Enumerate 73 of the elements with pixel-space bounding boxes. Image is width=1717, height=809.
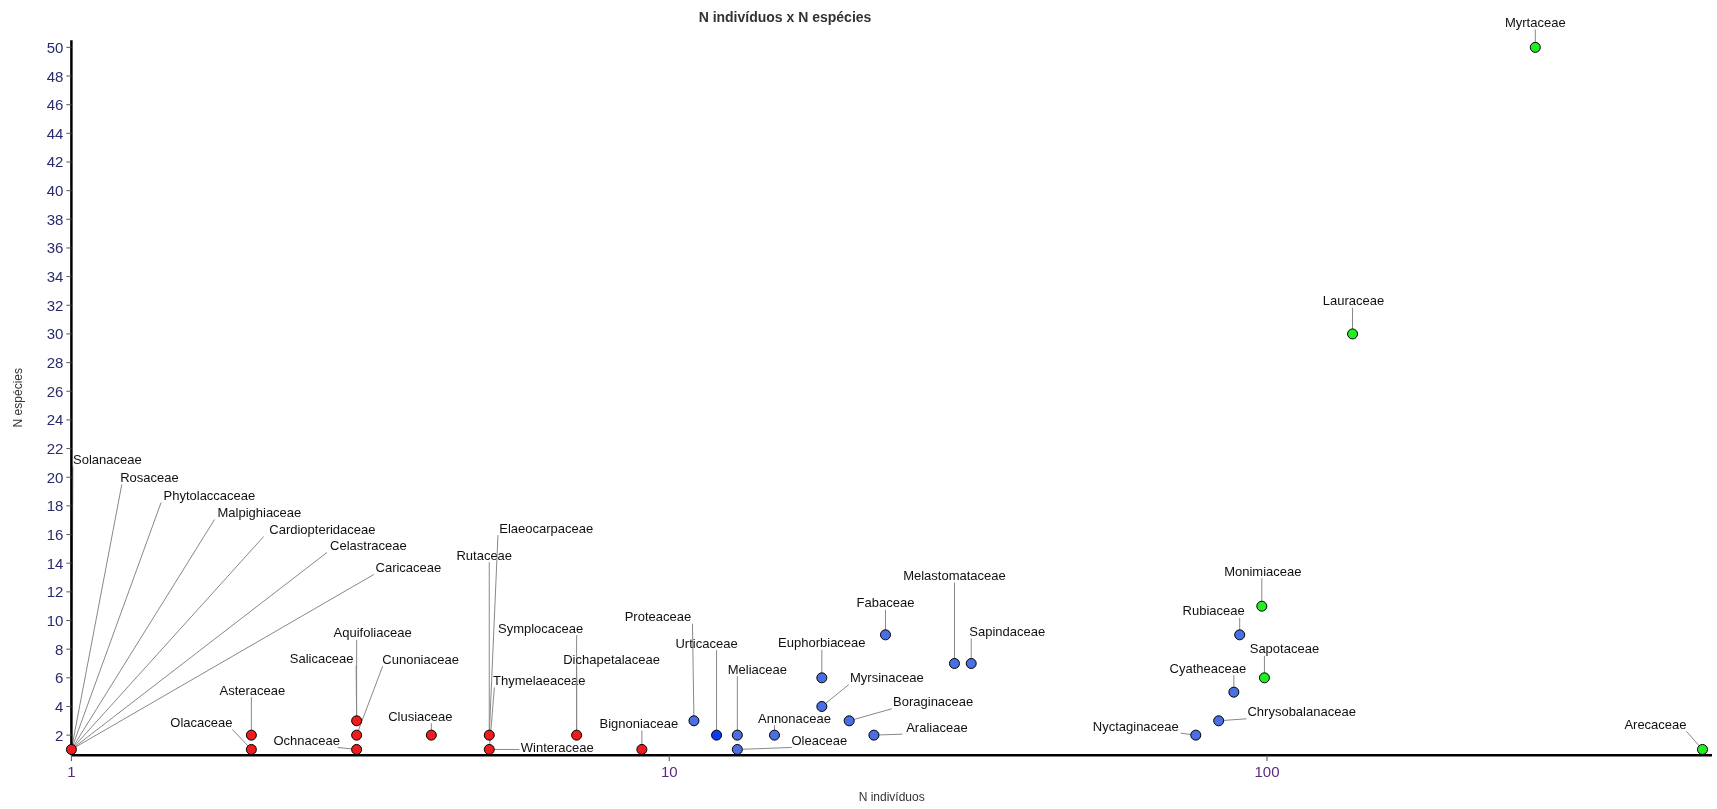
y-tick-label: 34 [46,268,64,286]
chart-title: N indivíduos x N espécies [698,9,872,25]
y-tick-label: 22 [46,440,64,458]
annotation: Araliaceae [906,719,968,735]
y-tick-label: 14 [46,554,64,572]
annotation: Olacaceae [170,714,233,730]
annotation: Myrtaceae [1504,14,1566,30]
y-tick-label: 24 [46,411,64,429]
y-tick-label: 10 [46,612,64,630]
y-tick-label: 12 [46,583,64,601]
annotation: Lauraceae [1322,293,1385,309]
y-tick-label: 42 [46,153,64,171]
annotation: Rubiaceae [1182,603,1245,619]
y-tick-label: 18 [46,497,64,515]
annotation: Caricaceae [375,559,442,575]
annotation: Winteraceae [520,739,594,755]
annotation: Annonaceae [757,710,831,726]
annotation: Solanaceae [73,451,142,467]
annotation: Rutaceae [456,547,513,563]
annotation: Melastomataceae [903,568,1006,583]
annotation: Euphorbiaceae [778,635,866,651]
y-tick-label: 8 [55,640,64,658]
y-tick-label: 36 [46,239,64,257]
y-tick-label: 32 [46,296,64,314]
annotation: Clusiaceae [388,708,453,724]
y-tick-label: 28 [46,354,64,372]
annotation: Arecaceae [1624,716,1687,732]
x-axis-title: N indivíduos [858,790,925,804]
annotation: Dichapetalaceae [563,651,661,667]
y-tick-label: 6 [55,669,64,687]
x-tick-label: 100 [1254,763,1280,781]
y-tick-label: 4 [55,697,64,715]
y-tick-label: 38 [46,210,64,228]
annotation: Chrysobalanaceae [1247,704,1356,720]
annotation: Ochnaceae [273,732,340,748]
y-tick-label: 48 [46,67,64,85]
annotation: Meliaceae [727,661,787,677]
annotation: Monimiaceae [1224,563,1302,579]
y-tick-label: 46 [46,96,64,114]
annotation: Cardiopteridaceae [269,521,376,537]
annotation: Rosaceae [120,469,179,485]
annotation: Symplocaceae [497,620,584,636]
annotation: Fabaceae [856,595,915,611]
annotation: Bignoniaceae [599,715,679,731]
y-tick-label: 40 [46,182,64,200]
y-tick-label: 20 [46,468,64,486]
y-tick-label: 16 [46,526,64,544]
annotation: Cyatheaceae [1169,660,1247,676]
annotation: Urticaceae [675,635,738,651]
x-tick-label: 1 [67,763,76,781]
y-tick-label: 44 [46,124,64,142]
annotation: Malpighiaceae [217,504,302,520]
annotation: Celastraceae [330,537,407,553]
annotation: Proteaceae [624,609,692,625]
annotation: Elaeocarpaceae [499,520,594,536]
y-tick-label: 2 [55,726,64,744]
annotation: Cunoniaceae [382,651,459,667]
annotation: Sapindaceae [969,624,1046,639]
annotation: Aquifoliaceae [333,625,412,641]
annotation: Sapotaceae [1249,641,1320,657]
annotation: Boraginaceae [893,694,974,710]
annotation: Salicaceae [289,651,354,667]
annotation: Myrsinaceae [849,669,924,685]
y-tick-label: 30 [46,325,64,343]
x-tick-label: 10 [660,763,678,781]
annotation: Oleaceae [791,732,848,748]
y-tick-label: 26 [46,382,64,400]
annotation: Phytolaccaceae [163,487,256,503]
y-axis-title: N espécies [11,368,25,428]
annotation: Nyctaginaceae [1092,718,1179,734]
annotation: Asteraceae [219,682,286,698]
y-tick-label: 50 [46,38,64,56]
annotation: Thymelaeaceae [493,672,586,688]
